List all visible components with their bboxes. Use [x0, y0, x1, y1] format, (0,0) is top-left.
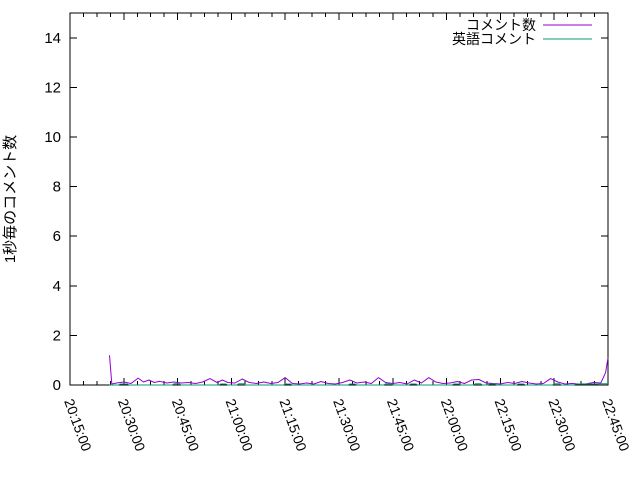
y-tick-label: 10	[44, 129, 61, 146]
x-tick-label: 22:15:00	[492, 397, 526, 454]
y-tick-label: 2	[53, 327, 61, 344]
x-tick-label: 20:45:00	[169, 397, 203, 454]
x-tick-label: 20:15:00	[61, 397, 95, 454]
series-layer	[109, 355, 609, 386]
x-tick-label: 21:00:00	[223, 397, 257, 454]
legend: コメント数 英語コメント	[452, 17, 592, 47]
y-tick-label: 0	[53, 377, 61, 394]
y-tick-label: 6	[53, 228, 61, 245]
plot-border	[69, 12, 609, 386]
legend-label-comments: コメント数	[466, 17, 536, 33]
x-tick-label: 21:45:00	[384, 397, 418, 454]
x-tick-label: 21:30:00	[330, 397, 364, 454]
x-tick-label: 20:30:00	[115, 397, 149, 454]
x-tick-label: 22:45:00	[599, 397, 633, 454]
axis-ticks: 0 2 4 6 8 10 12 14 20:15:00 20:30:00 20:45:00 21:00…	[44, 13, 633, 453]
legend-label-english-comments: 英語コメント	[452, 31, 536, 47]
series-line-english-comments	[109, 383, 608, 386]
y-axis-title: 1秒毎のコメント数	[2, 135, 19, 263]
y-tick-label: 4	[53, 278, 61, 295]
x-tick-label: 22:30:00	[545, 397, 579, 454]
series-line-comments	[109, 355, 609, 385]
y-tick-label: 8	[53, 179, 61, 196]
x-tick-label: 22:00:00	[438, 397, 472, 454]
y-tick-label: 12	[44, 79, 61, 96]
x-tick-label: 21:15:00	[276, 397, 310, 454]
y-tick-label: 14	[44, 30, 61, 47]
